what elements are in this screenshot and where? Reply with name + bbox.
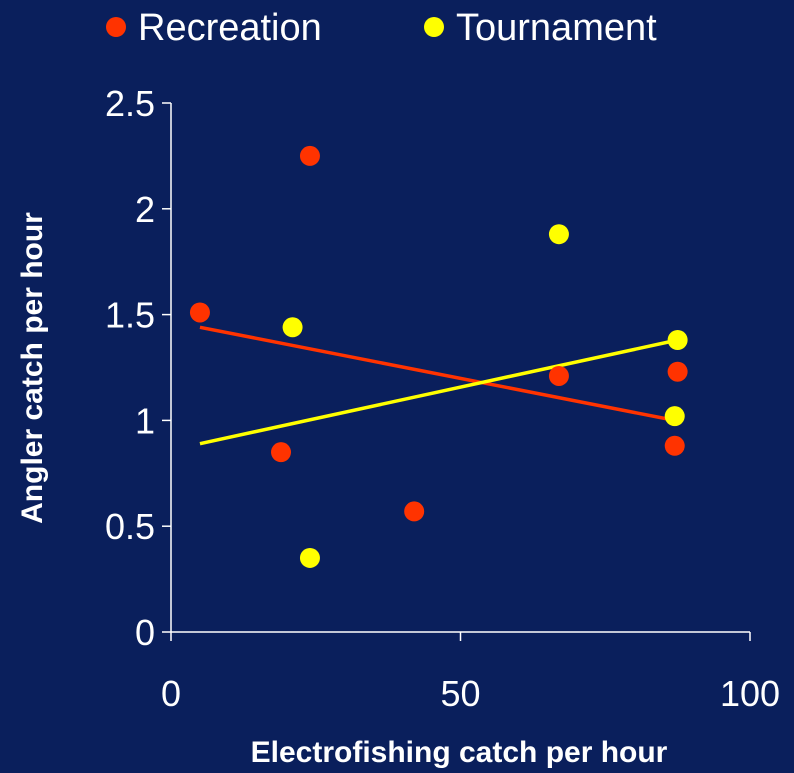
legend-marker-recreation	[106, 17, 126, 37]
point-recreation	[271, 442, 292, 463]
point-tournament	[667, 329, 688, 350]
x-axis-title: Electrofishing catch per hour	[251, 736, 668, 769]
legend-label-recreation: Recreation	[138, 7, 322, 49]
y-tick-label: 2.5	[105, 83, 155, 124]
point-tournament	[548, 224, 569, 245]
point-tournament	[299, 547, 320, 568]
point-recreation	[299, 145, 320, 166]
point-recreation	[548, 365, 569, 386]
y-tick-label: 2	[135, 189, 155, 230]
y-tick-label: 0	[135, 612, 155, 653]
legend-marker-tournament	[424, 17, 444, 37]
y-axis-title: Angler catch per hour	[16, 212, 49, 524]
legend-label-tournament: Tournament	[456, 7, 657, 49]
trendline-recreation	[199, 325, 676, 423]
y-tick-label: 0.5	[105, 506, 155, 547]
axis-ticks	[162, 102, 751, 641]
point-recreation	[189, 302, 210, 323]
y-tick-label: 1	[135, 400, 155, 441]
point-recreation	[667, 361, 688, 382]
point-recreation	[664, 435, 685, 456]
data-points	[189, 145, 688, 568]
x-tick-label: 100	[720, 673, 780, 714]
trendline-tournament	[199, 338, 678, 446]
trendlines	[199, 325, 678, 446]
point-tournament	[282, 317, 303, 338]
point-tournament	[664, 406, 685, 427]
tick-labels: 0 0.5 1 1.5 2 2.5 0 50 100	[105, 83, 780, 714]
point-recreation	[404, 501, 425, 522]
legend: Recreation Tournament	[106, 7, 657, 49]
x-tick-label: 0	[161, 673, 181, 714]
x-tick-label: 50	[440, 673, 480, 714]
y-tick-label: 1.5	[105, 295, 155, 336]
